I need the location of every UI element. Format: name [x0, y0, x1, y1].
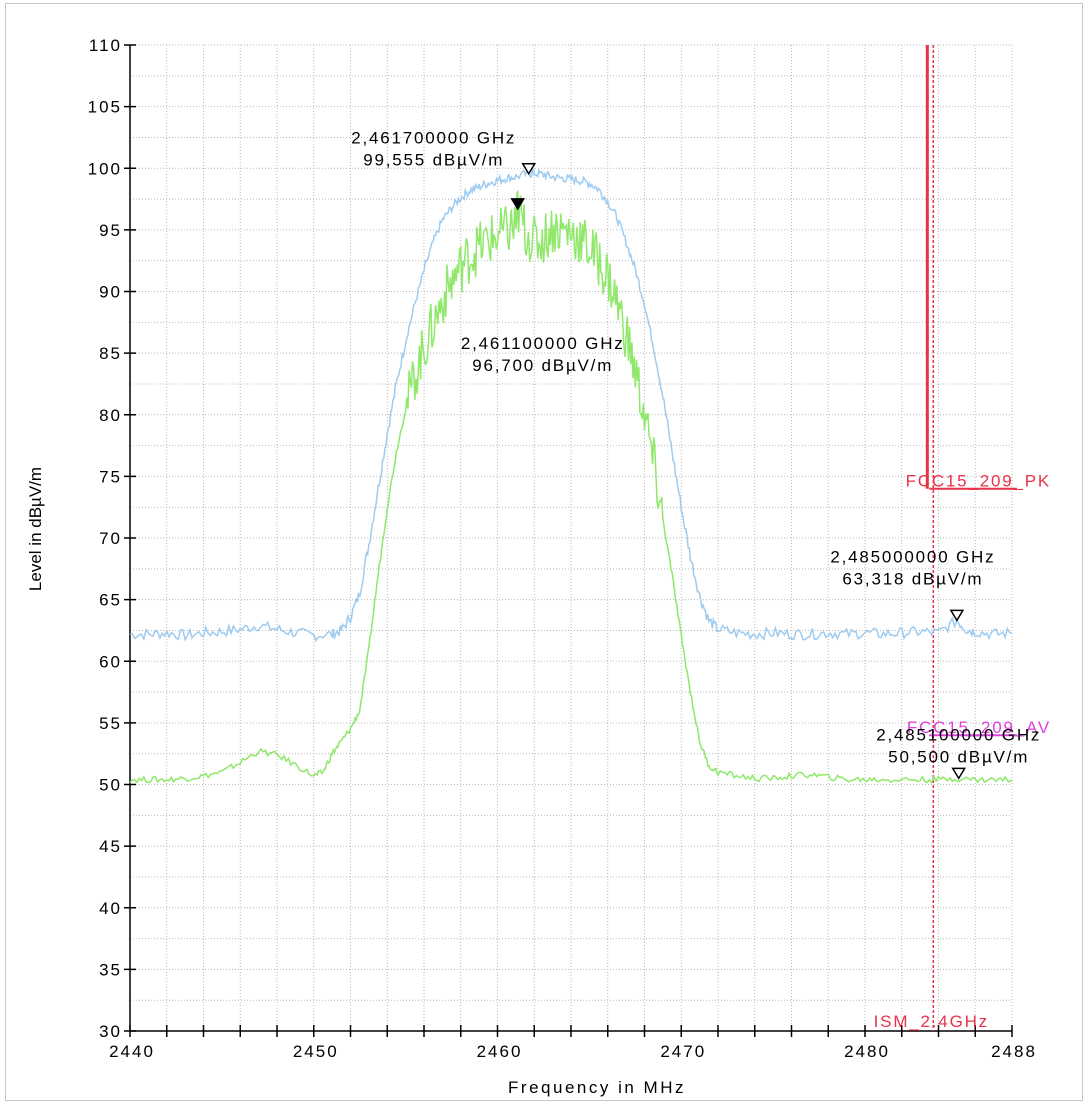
marker-level-label: 99,555 dBµV/m: [363, 151, 504, 170]
y-axis-title: Level in dBµV/m: [26, 467, 45, 591]
y-tick-label: 55: [99, 714, 122, 733]
chart-frame: 110 105 100 95 90 85 80 75 70 65 60 55 50 45 40 35 30 244…: [5, 3, 1083, 1101]
marker-triangle: [951, 767, 967, 780]
x-tick-label: 2470: [660, 1042, 706, 1061]
y-tick-label: 35: [99, 960, 122, 979]
y-tick-label: 105: [88, 98, 122, 117]
limit-label: FCC15_209_PK: [906, 472, 1051, 491]
grid: [129, 44, 1013, 1032]
y-tick-label: 90: [99, 283, 122, 302]
marker-triangle: [521, 162, 537, 176]
y-tick-label: 40: [99, 899, 122, 918]
y-tick-label: 60: [99, 652, 122, 671]
trace-layer: [129, 167, 1013, 785]
y-tick-label: 100: [88, 159, 122, 178]
x-tick-label: 2440: [109, 1042, 155, 1061]
y-tick-label: 95: [99, 221, 122, 240]
trace-line: [129, 167, 1013, 643]
marker-frequency-label: 2,461700000 GHz: [351, 129, 516, 148]
axes: 110 105 100 95 90 85 80 75 70 65 60 55 50 45 40 35 30244…: [88, 36, 1037, 1061]
x-tick-label: 2480: [844, 1042, 890, 1061]
x-tick-label: 2450: [293, 1042, 339, 1061]
limit-lines: ISM_2.4GHz FCC15_209_PK FCC15_209_AV: [874, 45, 1051, 1031]
marker-layer: 2,461700000 GHz 99,555 dBµV/m 2,461100000 …: [351, 129, 1041, 780]
marker-frequency-label: 2,461100000 GHz: [461, 334, 625, 353]
emission-plot: 110 105 100 95 90 85 80 75 70 65 60 55 50 45 40 35 30244…: [26, 36, 1051, 1097]
y-tick-label: 85: [99, 344, 122, 363]
y-tick-label: 80: [99, 406, 122, 425]
marker-frequency-label: 2,485000000 GHz: [830, 547, 995, 566]
y-tick-label: 70: [99, 529, 122, 548]
marker-triangle: [949, 609, 965, 622]
marker-level-label: 50,500 dBµV/m: [888, 747, 1029, 766]
marker-level-label: 96,700 dBµV/m: [472, 356, 613, 375]
trace-line: [129, 190, 1013, 785]
y-tick-label: 75: [99, 467, 122, 486]
y-tick-label: 30: [99, 1022, 122, 1041]
y-tick-label: 45: [99, 837, 122, 856]
x-tick-label: 2460: [477, 1042, 523, 1061]
y-tick-label: 110: [89, 36, 122, 55]
marker-triangle: [510, 198, 526, 211]
marker-frequency-label: 2,485100000 GHz: [876, 725, 1041, 744]
band-edge-label: ISM_2.4GHz: [874, 1012, 989, 1031]
limit-label: FCC15_209_AV: [907, 718, 1051, 737]
x-axis-title: Frequency in MHz: [508, 1078, 686, 1097]
marker-level-label: 63,318 dBµV/m: [842, 569, 983, 588]
y-tick-label: 50: [99, 776, 122, 795]
x-tick-label: 2488: [991, 1042, 1037, 1061]
y-tick-label: 65: [99, 591, 122, 610]
